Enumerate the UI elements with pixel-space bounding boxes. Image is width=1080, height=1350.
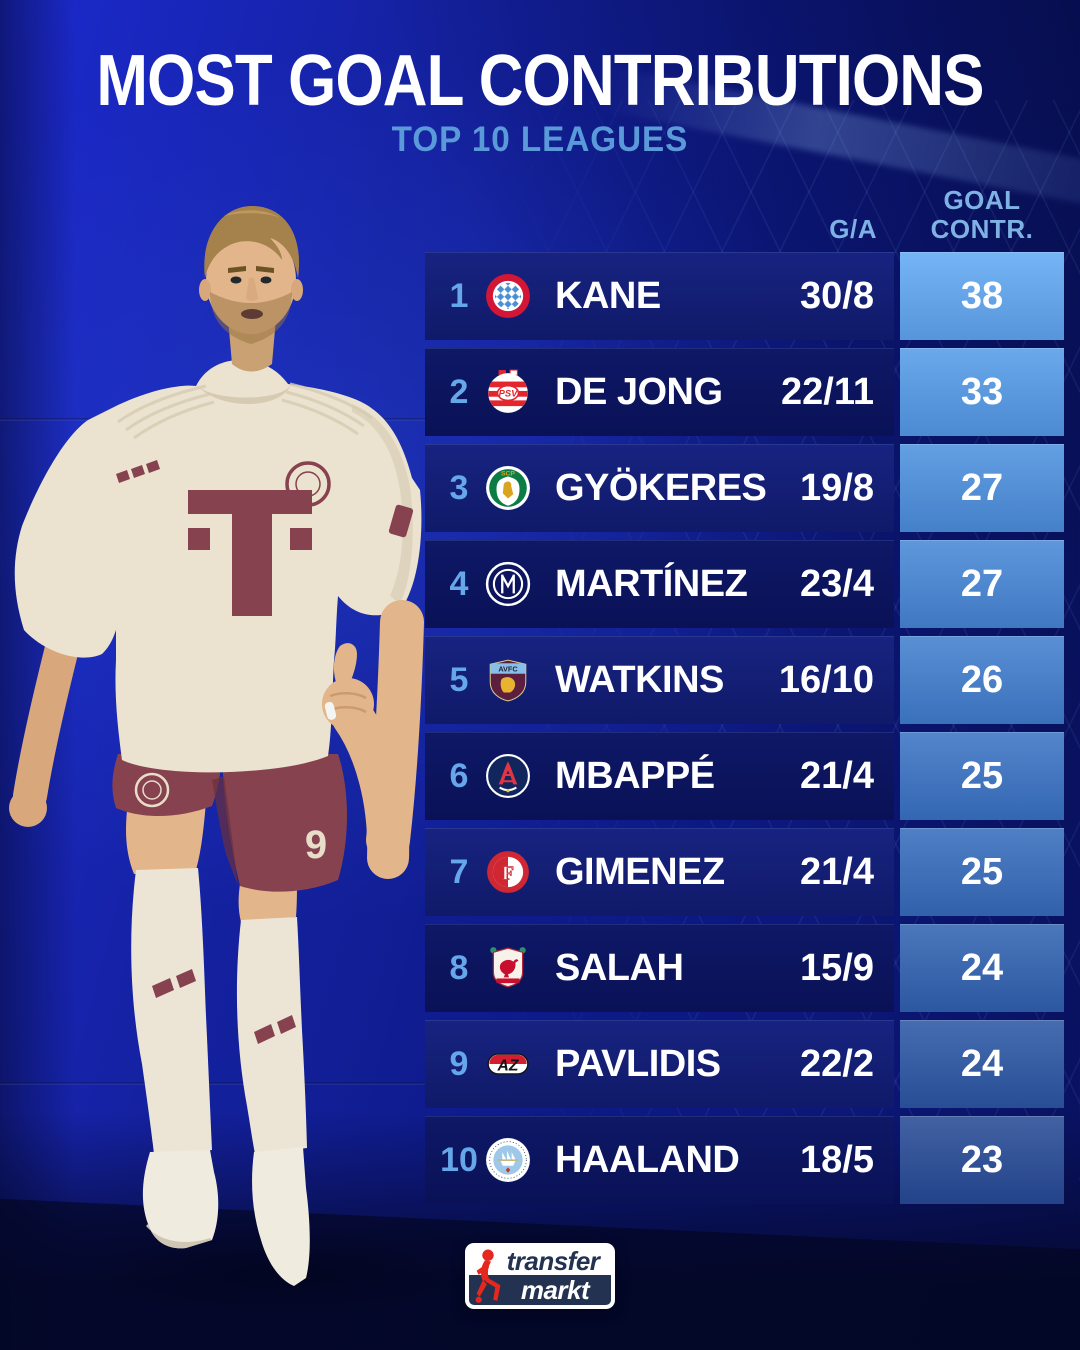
rank: 6 <box>449 756 469 795</box>
contr-cell: 24 <box>900 924 1064 1012</box>
column-header-goal-contr-line2: CONTR. <box>930 214 1034 244</box>
svg-text:F: F <box>502 862 514 884</box>
row-panel: 4 MARTÍNEZ 23/4 <box>425 540 894 628</box>
contr-cell: 27 <box>900 540 1064 628</box>
table-row: 9 AZ PAVLIDIS 22/2 24 <box>425 1020 1064 1108</box>
svg-text:SCP: SCP <box>501 470 515 477</box>
column-header-ga: G/A <box>829 214 877 244</box>
contr-cell: 24 <box>900 1020 1064 1108</box>
table-row: 4 MARTÍNEZ 23/4 27 <box>425 540 1064 628</box>
player-name: GYÖKERES <box>555 466 767 509</box>
transfermarkt-logo: transfer markt <box>465 1243 615 1309</box>
contr-cell: 38 <box>900 252 1064 340</box>
ga-value: 21/4 <box>800 850 874 893</box>
contr-cell: 26 <box>900 636 1064 724</box>
table-row: 6 MBAPPÉ 21/4 25 <box>425 732 1064 820</box>
column-header-goal-contr: GOAL CONTR. <box>900 186 1064 244</box>
player-name: WATKINS <box>555 658 724 701</box>
player-name: MBAPPÉ <box>555 754 715 797</box>
badge-sporting-cp-icon: SCP <box>485 465 531 511</box>
rank: 8 <box>449 948 469 987</box>
rank: 7 <box>449 852 469 891</box>
ga-value: 22/11 <box>781 370 874 413</box>
table-row: 1 KANE 30/8 38 <box>425 252 1064 340</box>
player-name: DE JONG <box>555 370 723 413</box>
table-row: 10 HAALAND 18/5 23 <box>425 1116 1064 1204</box>
badge-inter-icon <box>485 561 531 607</box>
table-row: 7 F GIMENEZ 21/4 25 <box>425 828 1064 916</box>
badge-bayern-munich-icon <box>485 273 531 319</box>
transfermarkt-footballer-icon <box>475 1249 501 1303</box>
rank: 4 <box>449 564 469 603</box>
ga-value: 15/9 <box>800 946 874 989</box>
badge-feyenoord-icon: F <box>485 849 531 895</box>
row-panel: 9 AZ PAVLIDIS 22/2 <box>425 1020 894 1108</box>
row-panel: 1 KANE 30/8 <box>425 252 894 340</box>
rank: 3 <box>449 468 469 507</box>
badge-psv-icon: PSV <box>485 369 531 415</box>
table-row: 8 SALAH 15/9 24 <box>425 924 1064 1012</box>
contr-cell: 25 <box>900 828 1064 916</box>
badge-man-city-icon <box>485 1137 531 1183</box>
contr-cell: 27 <box>900 444 1064 532</box>
svg-text:PSV: PSV <box>499 388 519 399</box>
rank: 10 <box>440 1140 478 1179</box>
ga-value: 16/10 <box>778 658 874 701</box>
page-subtitle: TOP 10 LEAGUES <box>391 120 689 159</box>
ga-value: 30/8 <box>800 274 874 317</box>
table-row: 2 PSV DE JONG 22/11 33 <box>425 348 1064 436</box>
ga-value: 21/4 <box>800 754 874 797</box>
row-panel: 5 AVFC WATKINS 16/10 <box>425 636 894 724</box>
contr-cell: 33 <box>900 348 1064 436</box>
row-panel: 8 SALAH 15/9 <box>425 924 894 1012</box>
stadium-seam-line <box>0 1082 436 1085</box>
player-name: HAALAND <box>555 1138 740 1181</box>
contr-cell: 25 <box>900 732 1064 820</box>
page-title: MOST GOAL CONTRIBUTIONS <box>96 41 984 121</box>
player-name: PAVLIDIS <box>555 1042 721 1085</box>
badge-psg-icon <box>485 753 531 799</box>
row-panel: 10 HAALAND 18/5 <box>425 1116 894 1204</box>
table-row: 3 SCP GYÖKERES 19/8 27 <box>425 444 1064 532</box>
ga-value: 18/5 <box>800 1138 874 1181</box>
badge-aston-villa-icon: AVFC <box>485 657 531 703</box>
svg-text:AVFC: AVFC <box>498 665 518 674</box>
row-panel: 3 SCP GYÖKERES 19/8 <box>425 444 894 532</box>
ranking-table: 1 KANE 30/8 38 2 PSV DE JONG 22/11 33 <box>425 252 1064 1212</box>
player-name: MARTÍNEZ <box>555 562 748 605</box>
row-panel: 6 MBAPPÉ 21/4 <box>425 732 894 820</box>
badge-az-alkmaar-icon: AZ <box>485 1041 531 1087</box>
rank: 2 <box>449 372 469 411</box>
contr-cell: 23 <box>900 1116 1064 1204</box>
column-header-goal-contr-line1: GOAL <box>943 185 1021 215</box>
ga-value: 23/4 <box>800 562 874 605</box>
ga-value: 22/2 <box>800 1042 874 1085</box>
table-row: 5 AVFC WATKINS 16/10 26 <box>425 636 1064 724</box>
player-photo: 9 <box>9 206 424 1286</box>
rank: 1 <box>449 276 469 315</box>
svg-text:AZ: AZ <box>497 1057 520 1074</box>
player-name: SALAH <box>555 946 684 989</box>
row-panel: 7 F GIMENEZ 21/4 <box>425 828 894 916</box>
rank: 5 <box>449 660 469 699</box>
rank: 9 <box>449 1044 469 1083</box>
badge-liverpool-icon <box>485 945 531 991</box>
ga-value: 19/8 <box>800 466 874 509</box>
player-name: KANE <box>555 274 661 317</box>
row-panel: 2 PSV DE JONG 22/11 <box>425 348 894 436</box>
player-name: GIMENEZ <box>555 850 725 893</box>
svg-text:9: 9 <box>305 823 327 867</box>
